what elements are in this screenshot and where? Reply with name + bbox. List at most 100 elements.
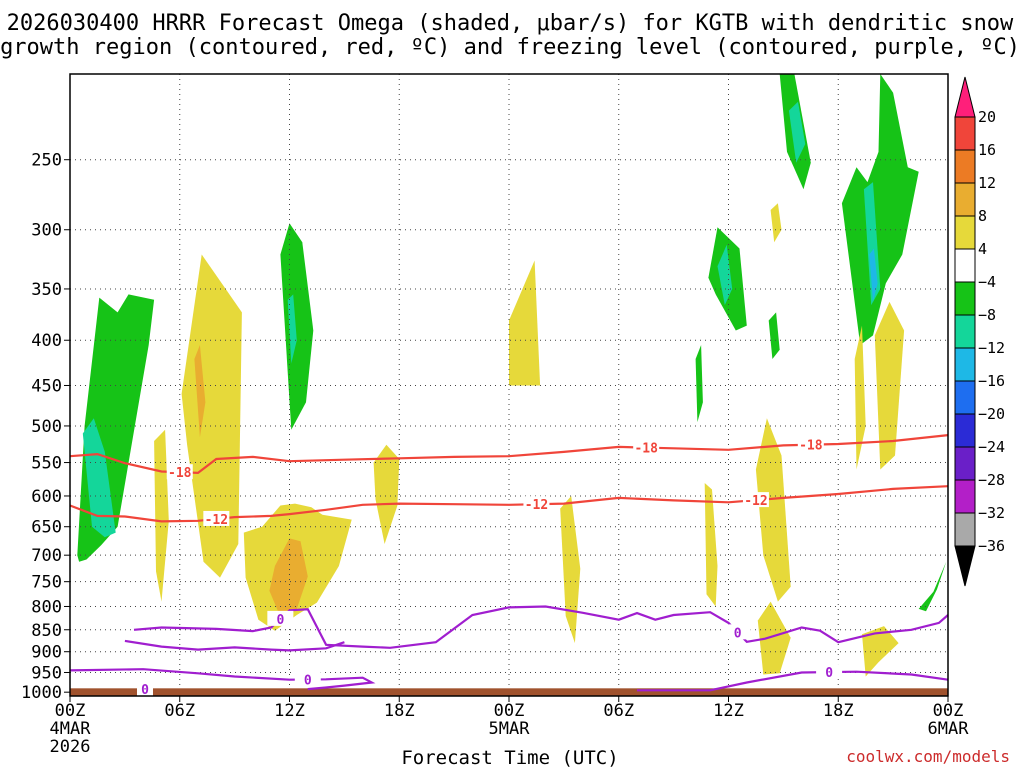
- omega-teal-16z: [788, 101, 806, 163]
- colorbar-segment: [954, 182, 976, 217]
- dgz_bottom-label-bg: [523, 496, 550, 512]
- y-tick-label: 800: [31, 597, 62, 617]
- freezing_level_east: [637, 670, 949, 692]
- freezing_level_main-label-bg: [267, 610, 294, 626]
- freezing-level-extra-label: 0: [141, 683, 149, 698]
- freezing_level_low-label-bg: [294, 671, 321, 687]
- colorbar-label: −16: [978, 372, 1005, 390]
- colorbar-label: 16: [978, 141, 996, 159]
- x-tick-label: 06Z: [164, 701, 195, 721]
- x-tick-year: 2026: [50, 737, 91, 757]
- plot-area: -18 -18 -18 -12 -12 -12 0 0 0 0 0: [69, 73, 949, 698]
- dgz_bottom-label-bg: [203, 510, 230, 526]
- dgz_top-label: -18: [799, 439, 823, 454]
- colorbar-label: −12: [978, 339, 1005, 357]
- x-tick-date: 6MAR: [928, 719, 970, 739]
- y-tick-label: 950: [31, 663, 62, 683]
- omega-green-10z: [695, 345, 703, 423]
- x-axis-label: Forecast Time (UTC): [401, 747, 618, 768]
- x-tick-date: 5MAR: [489, 719, 531, 739]
- colorbar-segment: [954, 215, 976, 250]
- chart-title-line1: 2026030400 HRRR Forecast Omega (shaded, …: [7, 11, 1014, 36]
- x-tick-date: 4MAR: [50, 719, 92, 739]
- y-tick-label: 850: [31, 621, 62, 641]
- y-axis: 2503003504004505005506006507007508008509…: [21, 151, 70, 703]
- colorbar-segment: [954, 380, 976, 415]
- omega-yellow-17z: [373, 444, 400, 544]
- omega-orange-12z: [269, 538, 308, 617]
- omega-green-13z: [768, 312, 780, 359]
- dgz_top-label-bg: [797, 436, 824, 452]
- colorbar-segment: [954, 116, 976, 151]
- freezing_level_main-label: 0: [734, 626, 742, 641]
- omega-yellow-00z: [509, 260, 541, 386]
- colorbar-label: −8: [978, 306, 996, 324]
- omega-yellow-14z: [757, 601, 791, 675]
- colorbar-label: −24: [978, 438, 1005, 456]
- x-tick-label: 06Z: [603, 701, 634, 721]
- freezing_level_low: [69, 668, 376, 691]
- dgz_top-label-bg: [166, 464, 193, 480]
- omega-orange-06z: [194, 345, 206, 438]
- y-tick-label: 300: [31, 221, 62, 241]
- y-tick-label: 350: [31, 280, 62, 300]
- credit-text: coolwx.com/models: [846, 747, 1010, 766]
- x-tick-label: 00Z: [494, 701, 525, 721]
- dgz_bottom-label: -12: [744, 494, 767, 509]
- freezing_level_east-label-bg: [816, 664, 843, 680]
- dgz_top-label-bg: [633, 439, 660, 455]
- omega-green-21z: [841, 74, 919, 345]
- colorbar-label: 8: [978, 207, 987, 225]
- colorbar-segment: [954, 512, 976, 547]
- freezing-level-extra-label-bg: [136, 681, 153, 697]
- omega-green-12z: [280, 223, 314, 430]
- freezing_level_main-label-bg: [724, 624, 751, 640]
- x-tick-label: 00Z: [933, 701, 964, 721]
- contour-layer: -18 -18 -18 -12 -12 -12 0 0 0 0 0: [69, 434, 949, 698]
- y-tick-label: 650: [31, 518, 62, 538]
- colorbar-label: 12: [978, 174, 996, 192]
- omega-yellow-22z: [874, 301, 905, 470]
- y-tick-label: 1000: [21, 683, 62, 703]
- y-tick-label: 600: [31, 487, 62, 507]
- colorbar-bottom-arrow: [954, 545, 976, 587]
- omega-yellow-13z: [755, 418, 791, 602]
- colorbar-segment: [954, 281, 976, 316]
- dgz_bottom-label: -12: [205, 513, 228, 528]
- y-tick-label: 500: [31, 417, 62, 437]
- colorbar-segment: [954, 248, 976, 283]
- x-tick-label: 18Z: [823, 701, 854, 721]
- x-tick-label: 18Z: [384, 701, 415, 721]
- dgz_bottom-label: -12: [525, 498, 548, 513]
- omega-yellow-10z: [704, 483, 718, 607]
- dgz_top-label: -18: [634, 442, 658, 457]
- surface-terrain: [70, 688, 948, 696]
- freezing_level_main-label: 0: [276, 613, 284, 628]
- y-tick-label: 400: [31, 331, 62, 351]
- colorbar-label: −36: [978, 537, 1005, 555]
- colorbar-segment: [954, 479, 976, 514]
- freezing_level_low-label: 0: [304, 673, 312, 688]
- omega-teal-12z: [287, 294, 297, 364]
- colorbar-label: −28: [978, 471, 1005, 489]
- colorbar-label: 20: [978, 108, 996, 126]
- colorbar-label: −4: [978, 273, 996, 291]
- dgz_top-label: -18: [168, 466, 192, 481]
- colorbar-segment: [954, 347, 976, 382]
- y-tick-label: 250: [31, 151, 62, 171]
- colorbar-segment: [954, 314, 976, 349]
- y-tick-label: 900: [31, 643, 62, 663]
- omega-teal-west: [82, 418, 116, 538]
- freezing_level_loop: [124, 639, 345, 652]
- grid-layer: [70, 74, 948, 696]
- colorbar-label: −20: [978, 405, 1005, 423]
- x-tick-label: 00Z: [55, 701, 86, 721]
- chart-title-line2: growth region (contoured, red, ºC) and f…: [0, 35, 1020, 60]
- omega-yellow-20z: [854, 325, 866, 470]
- omega-yellow-12z-top: [770, 203, 782, 243]
- colorbar-top-arrow: [954, 76, 976, 118]
- colorbar-label: −32: [978, 504, 1005, 522]
- colorbar-label: 4: [978, 240, 987, 258]
- y-tick-label: 700: [31, 546, 62, 566]
- x-tick-label: 12Z: [274, 701, 305, 721]
